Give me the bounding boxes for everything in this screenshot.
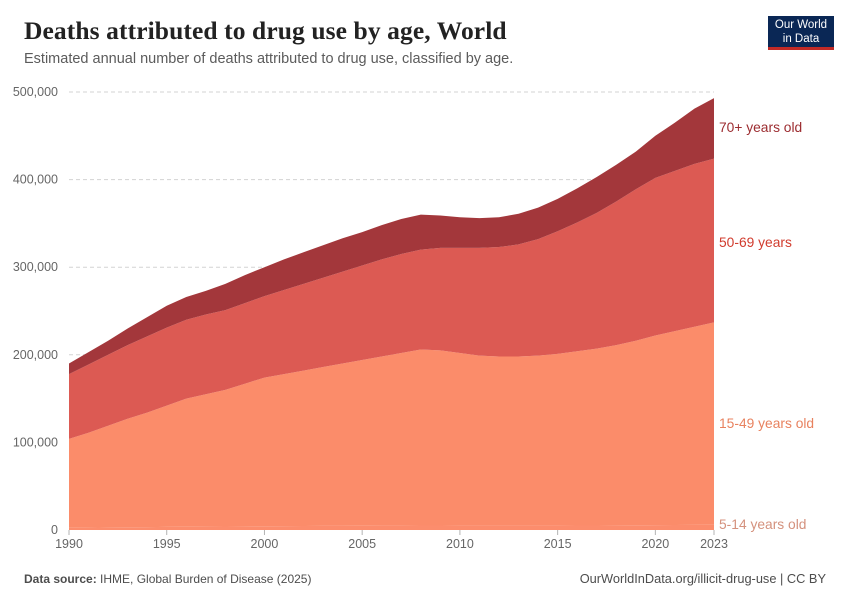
svg-text:2005: 2005: [348, 537, 376, 551]
svg-text:2023: 2023: [700, 537, 728, 551]
svg-text:300,000: 300,000: [13, 260, 58, 274]
svg-text:70+ years old: 70+ years old: [719, 120, 802, 135]
svg-text:15-49 years old: 15-49 years old: [719, 416, 814, 431]
svg-text:2015: 2015: [544, 537, 572, 551]
svg-text:50-69 years: 50-69 years: [719, 235, 792, 250]
svg-text:100,000: 100,000: [13, 435, 58, 449]
svg-text:0: 0: [51, 523, 58, 537]
svg-text:2010: 2010: [446, 537, 474, 551]
svg-text:1995: 1995: [153, 537, 181, 551]
svg-text:200,000: 200,000: [13, 348, 58, 362]
svg-text:500,000: 500,000: [13, 85, 58, 99]
svg-text:2000: 2000: [251, 537, 279, 551]
svg-text:400,000: 400,000: [13, 173, 58, 187]
svg-text:2020: 2020: [641, 537, 669, 551]
svg-text:1990: 1990: [55, 537, 83, 551]
svg-text:5-14 years old: 5-14 years old: [719, 517, 806, 532]
